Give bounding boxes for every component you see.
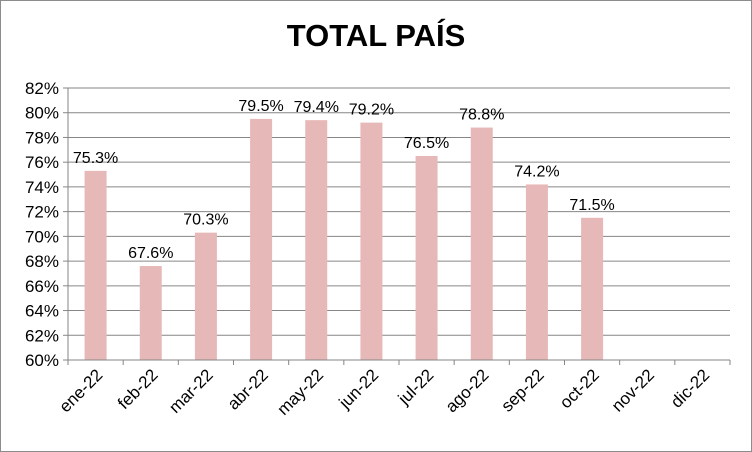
bar-jun-22: [360, 122, 383, 360]
y-tick-label: 66%: [25, 277, 59, 296]
bar-oct-22: [581, 217, 604, 360]
x-tick-label: jul-22: [394, 365, 438, 409]
bar-ene-22: [84, 170, 107, 360]
bar-mar-22: [194, 232, 217, 360]
y-tick-label: 82%: [25, 79, 59, 98]
data-label: 70.3%: [183, 212, 228, 229]
y-tick-label: 76%: [25, 153, 59, 172]
bar-sep-22: [525, 184, 548, 360]
y-tick-label: 60%: [25, 351, 59, 370]
x-tick-label: oct-22: [556, 365, 603, 412]
x-tick-label: may-22: [274, 365, 328, 419]
data-label: 76.5%: [404, 135, 449, 152]
y-tick-label: 68%: [25, 252, 59, 271]
bar-abr-22: [250, 118, 273, 360]
x-tick-label: dic-22: [667, 365, 713, 411]
x-tick-label: mar-22: [165, 365, 217, 417]
y-tick-label: 70%: [25, 227, 59, 246]
y-tick-label: 62%: [25, 326, 59, 345]
x-tick-label: sep-22: [498, 365, 548, 415]
y-tick-label: 72%: [25, 203, 59, 222]
x-tick-label: feb-22: [114, 365, 162, 413]
data-label: 79.4%: [294, 99, 339, 116]
chart-title: TOTAL PAÍS: [286, 18, 466, 53]
y-tick-label: 74%: [25, 178, 59, 197]
bar-jul-22: [415, 156, 438, 360]
x-tick-label: nov-22: [608, 365, 658, 415]
x-tick-label: ene-22: [56, 365, 107, 416]
data-label: 67.6%: [128, 245, 173, 262]
bar-may-22: [305, 120, 328, 361]
x-tick-label: jun-22: [335, 365, 383, 413]
data-label: 78.8%: [459, 107, 504, 124]
x-tick-label: ago-22: [442, 365, 493, 416]
data-label: 79.5%: [238, 98, 283, 115]
bar-feb-22: [139, 266, 162, 360]
y-tick-label: 64%: [25, 302, 59, 321]
bar-ago-22: [470, 127, 493, 361]
data-label: 74.2%: [514, 163, 559, 180]
data-label: 75.3%: [73, 150, 118, 167]
y-tick-label: 78%: [25, 128, 59, 147]
y-tick-label: 80%: [25, 104, 59, 123]
data-label: 71.5%: [569, 197, 614, 214]
x-tick-label: abr-22: [224, 365, 272, 413]
data-label: 79.2%: [349, 102, 394, 119]
